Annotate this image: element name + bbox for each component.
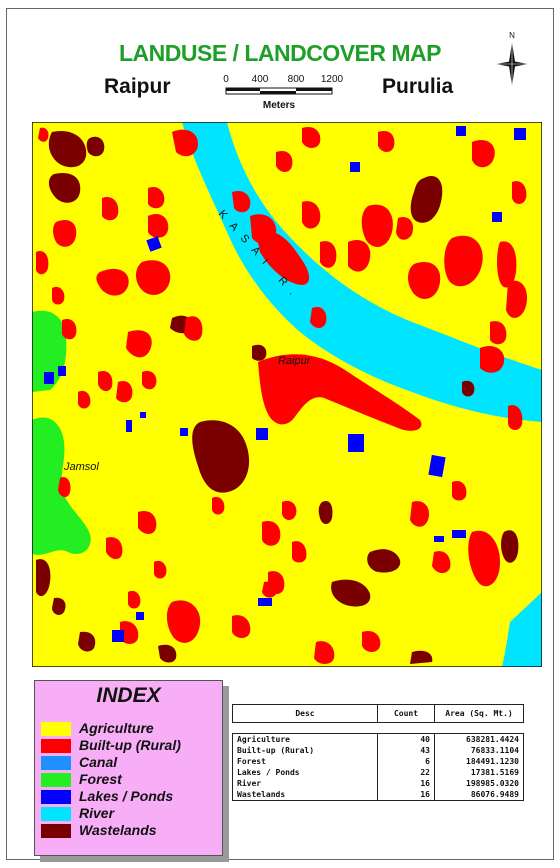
table-cell-area: 86076.9489 (434, 789, 524, 801)
town-label-jamsol: Jamsol (63, 461, 99, 473)
table-cell-count: 16 (377, 789, 435, 801)
scale-tick-0: 0 (223, 74, 229, 85)
table-row: Lakes / Ponds 22 17381.5169 (232, 767, 524, 778)
table-cell-desc: Lakes / Ponds (232, 767, 378, 778)
table-cell-desc: River (232, 778, 378, 789)
table-cell-desc: Forest (232, 756, 378, 767)
legend-swatch (41, 824, 71, 838)
table-cell-area: 76833.1104 (434, 745, 524, 756)
forest-patch (32, 310, 67, 392)
table-cell-count: 43 (377, 745, 435, 756)
table-cell-area: 184491.1230 (434, 756, 524, 767)
landuse-map: KASAI R. Raipur Jamsol (32, 122, 542, 667)
table-cell-count: 22 (377, 767, 435, 778)
legend-swatch (41, 807, 71, 821)
table-row: Wastelands 16 86076.9489 (232, 789, 524, 801)
table-row: Agriculture 40 638281.4424 (232, 733, 524, 745)
table-cell-desc: Agriculture (232, 733, 378, 745)
legend-label: Forest (79, 771, 122, 787)
table-cell-area: 638281.4424 (434, 733, 524, 745)
town-label-raipur: Raipur (278, 355, 312, 367)
river-kasai (182, 122, 542, 422)
legend-swatch (41, 756, 71, 770)
place-label-left: Raipur (104, 75, 171, 98)
builtup-group (36, 126, 528, 664)
table-row: Built-up (Rural) 43 76833.1104 (232, 745, 524, 756)
table-cell-area: 198985.0320 (434, 778, 524, 789)
scale-tick-3: 1200 (321, 74, 344, 85)
table-row: Forest 6 184491.1230 (232, 756, 524, 767)
legend-swatch (41, 739, 71, 753)
scale-bar-segment (296, 88, 332, 91)
scale-bar-segment (226, 88, 260, 91)
legend-swatch (41, 773, 71, 787)
wastelands-group (36, 130, 519, 664)
lakes-group (44, 126, 526, 642)
table-header-count: Count (377, 704, 435, 723)
table-cell-desc: Built-up (Rural) (232, 745, 378, 756)
table-header-area: Area (Sq. Mt.) (434, 704, 524, 723)
scale-bar: 0 400 800 1200 Meters (223, 74, 344, 111)
legend-label: Agriculture (79, 720, 154, 736)
north-arrow-icon: N (496, 31, 528, 86)
river-bottom-right (502, 592, 542, 667)
map-title-block: LANDUSE / LANDCOVER MAP (0, 40, 560, 67)
scale-unit: Meters (263, 100, 296, 111)
table-cell-desc: Wastelands (232, 789, 378, 801)
table-row: River 16 198985.0320 (232, 778, 524, 789)
table-cell-count: 6 (377, 756, 435, 767)
place-label-right: Purulia (382, 75, 454, 98)
map-title: LANDUSE / LANDCOVER MAP (118, 40, 442, 66)
scale-bar-segment (260, 91, 296, 94)
table-header-desc: Desc (232, 704, 378, 723)
legend-swatch (41, 722, 71, 736)
table-cell-area: 17381.5169 (434, 767, 524, 778)
legend-label: Built-up (Rural) (79, 737, 181, 753)
legend-box: INDEX Agriculture Built-up (Rural) Canal… (34, 680, 223, 856)
legend-label: Canal (79, 754, 118, 770)
legend-title: INDEX (96, 684, 161, 707)
legend-label: River (79, 805, 115, 821)
area-table: Desc Count Area (Sq. Mt.) Agriculture 40… (232, 704, 524, 801)
table-cell-count: 16 (377, 778, 435, 789)
scale-tick-1: 400 (252, 74, 269, 85)
north-label: N (509, 31, 515, 40)
legend-swatch (41, 790, 71, 804)
scale-tick-2: 800 (288, 74, 305, 85)
table-header-row: Desc Count Area (Sq. Mt.) (232, 704, 524, 723)
legend-label: Lakes / Ponds (79, 788, 174, 804)
legend-label: Wastelands (79, 822, 157, 838)
table-cell-count: 40 (377, 733, 435, 745)
